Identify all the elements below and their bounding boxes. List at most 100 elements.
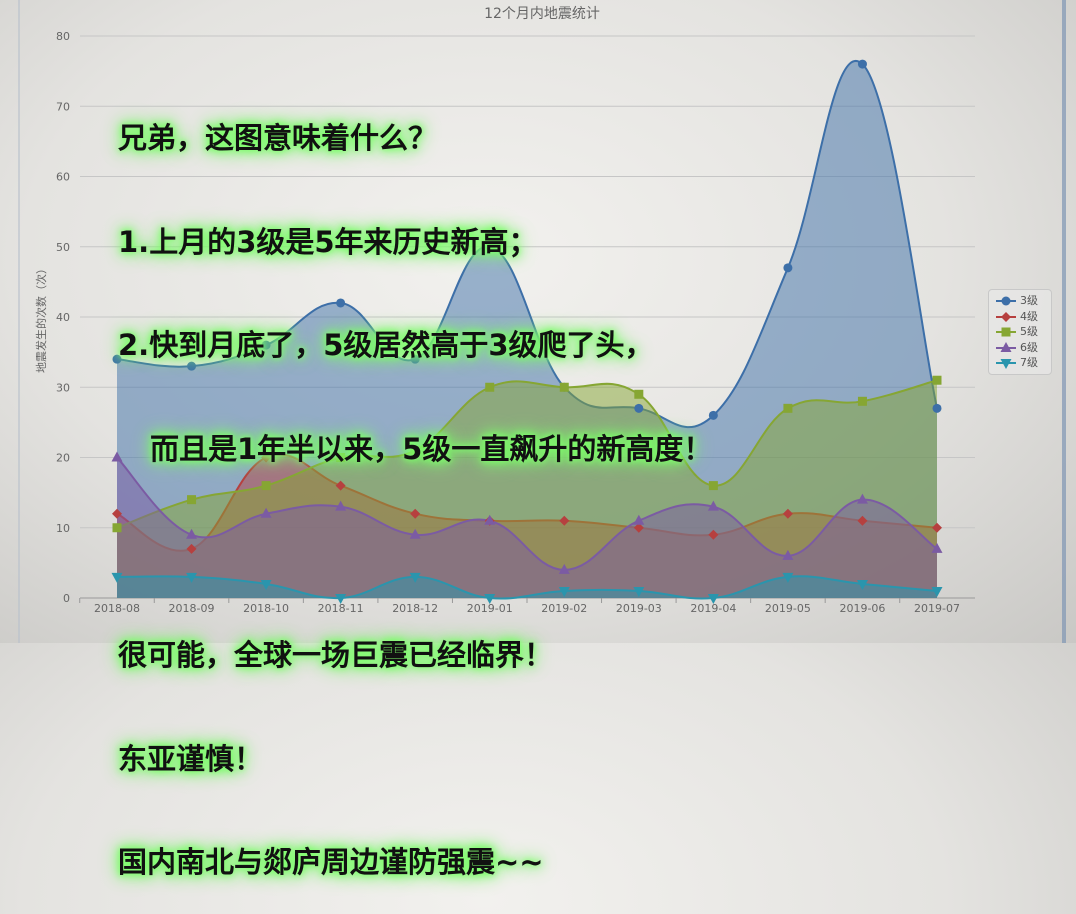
data-point xyxy=(335,594,347,604)
overlay-line-6: 东亚谨慎！ xyxy=(118,741,264,776)
data-point xyxy=(708,529,719,540)
x-tick-label: 2018-10 xyxy=(243,602,289,615)
legend-swatch-icon xyxy=(996,341,1016,352)
x-tick-label: 2019-07 xyxy=(914,602,960,615)
legend-item[interactable]: 7级 xyxy=(995,356,1038,370)
y-tick-label: 40 xyxy=(56,311,70,324)
y-tick-label: 80 xyxy=(56,30,70,43)
y-tick-label: 60 xyxy=(56,171,70,184)
series-markers xyxy=(111,59,943,604)
legend-item[interactable]: 5级 xyxy=(995,325,1038,339)
overlay-line-2: 1.上月的3级是5年来历史新高； xyxy=(118,224,538,259)
data-point xyxy=(633,522,644,533)
legend-item[interactable]: 4级 xyxy=(995,310,1038,324)
data-point xyxy=(856,579,868,590)
data-point xyxy=(857,396,867,406)
data-point xyxy=(260,507,272,518)
data-point xyxy=(783,403,793,413)
data-point xyxy=(707,500,719,511)
legend-swatch-icon xyxy=(996,327,1016,337)
data-point xyxy=(559,515,570,526)
data-point xyxy=(335,480,346,491)
series-line-6 xyxy=(116,456,938,571)
legend-swatch-icon xyxy=(996,296,1016,306)
earthquake-chart: 12个月内地震统计 地震发生的次数（次） 0 10 20 30 40 50 60 70 80 20… xyxy=(34,6,975,615)
chart-title: 12个月内地震统计 xyxy=(484,6,600,22)
x-tick-label: 2019-03 xyxy=(616,602,662,615)
data-point xyxy=(634,403,644,413)
series-area-6 xyxy=(117,457,937,598)
legend-label: 7级 xyxy=(1020,356,1038,369)
legend-swatch-icon xyxy=(996,359,1016,369)
data-point xyxy=(111,572,123,583)
data-point xyxy=(260,579,272,590)
data-point xyxy=(931,586,943,597)
data-point xyxy=(484,514,496,525)
data-point xyxy=(335,500,347,511)
data-point xyxy=(112,354,122,364)
data-point xyxy=(187,361,197,371)
data-point xyxy=(409,528,421,539)
data-point xyxy=(932,522,942,533)
legend-label: 6级 xyxy=(1020,340,1038,354)
data-point xyxy=(932,403,942,413)
data-point xyxy=(782,549,794,560)
data-point xyxy=(708,410,718,420)
data-point xyxy=(261,340,271,350)
axis-ticks: 0 10 20 30 40 50 60 70 80 2018-08 2018-09 2018-10 20… xyxy=(56,30,960,615)
legend-item[interactable]: 3级 xyxy=(995,294,1038,308)
data-point xyxy=(782,508,793,519)
data-point xyxy=(708,481,718,491)
data-point xyxy=(558,563,570,574)
data-point xyxy=(186,543,197,554)
data-point xyxy=(932,375,942,385)
overlay-line-5: 很可能，全球一场巨震已经临界！ xyxy=(118,638,554,672)
data-point xyxy=(112,523,122,533)
data-point xyxy=(187,495,197,505)
data-point xyxy=(111,451,123,462)
data-point xyxy=(634,389,644,399)
x-tick-label: 2018-08 xyxy=(94,602,140,615)
y-tick-label: 20 xyxy=(56,452,70,465)
data-point xyxy=(931,542,943,553)
data-point xyxy=(409,572,421,583)
data-point xyxy=(410,445,420,455)
data-point xyxy=(112,508,122,519)
overlay-line-4: 而且是1年半以来，5级一直飙升的新高度！ xyxy=(150,431,713,466)
chart-legend: 3级 4级 5级 6级 7级 xyxy=(988,289,1052,375)
data-point xyxy=(410,508,421,519)
overlay-line-7: 国内南北与郯庐周边谨防强震~~ xyxy=(118,845,544,879)
frame-left-edge xyxy=(18,0,20,643)
data-point xyxy=(485,382,495,392)
data-point xyxy=(558,586,570,597)
x-tick-label: 2018-09 xyxy=(169,602,215,615)
x-tick-label: 2019-06 xyxy=(839,602,885,615)
data-point xyxy=(410,354,420,364)
x-tick-label: 2018-12 xyxy=(392,602,438,615)
data-point xyxy=(782,572,794,583)
overlay-line-1: 兄弟，这图意味着什么？ xyxy=(118,121,438,155)
frame-right-edge xyxy=(1062,0,1066,643)
data-point xyxy=(484,594,496,604)
y-tick-label: 10 xyxy=(56,522,70,535)
y-tick-label: 50 xyxy=(56,241,70,254)
legend-item[interactable]: 6级 xyxy=(995,341,1038,355)
data-point xyxy=(857,515,868,526)
data-point xyxy=(336,298,346,308)
data-point xyxy=(261,452,272,463)
data-point xyxy=(633,514,645,525)
data-point xyxy=(707,594,719,604)
data-point xyxy=(261,481,271,491)
data-point xyxy=(336,453,346,462)
x-tick-label: 2019-02 xyxy=(541,602,587,615)
series-areas xyxy=(116,60,938,600)
y-tick-label: 30 xyxy=(56,381,70,394)
x-tick-label: 2019-05 xyxy=(765,602,811,615)
annotation-overlay: 兄弟，这图意味着什么？ 1.上月的3级是5年来历史新高； 2.快到月底了，5级居… xyxy=(118,52,712,914)
data-point xyxy=(783,263,793,273)
overlay-spacer xyxy=(118,535,712,569)
x-tick-label: 2019-04 xyxy=(690,602,736,615)
data-point xyxy=(559,382,569,392)
x-tick-label: 2019-01 xyxy=(467,602,513,615)
y-axis-label: 地震发生的次数（次） xyxy=(34,263,48,373)
